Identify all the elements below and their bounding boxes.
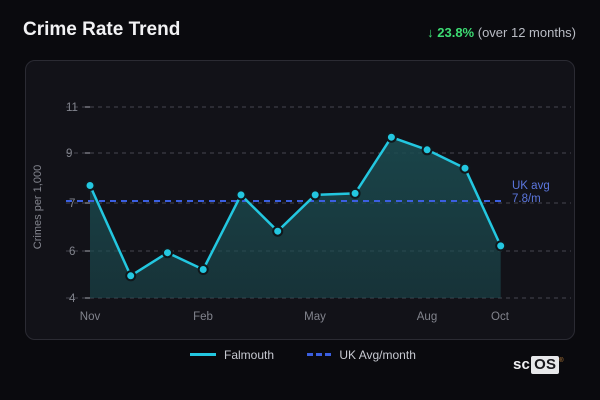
svg-text:11: 11 (66, 102, 78, 114)
svg-text:May: May (304, 311, 326, 323)
svg-text:9: 9 (66, 148, 72, 160)
svg-text:7.8/m: 7.8/m (512, 193, 541, 205)
svg-text:Oct: Oct (491, 311, 510, 323)
svg-text:Feb: Feb (193, 311, 213, 323)
svg-text:4: 4 (69, 293, 76, 305)
svg-text:6: 6 (69, 246, 75, 258)
svg-text:Aug: Aug (417, 311, 437, 323)
svg-text:UK avg: UK avg (512, 180, 550, 192)
svg-text:Nov: Nov (80, 311, 101, 323)
svg-text:7: 7 (69, 198, 75, 210)
